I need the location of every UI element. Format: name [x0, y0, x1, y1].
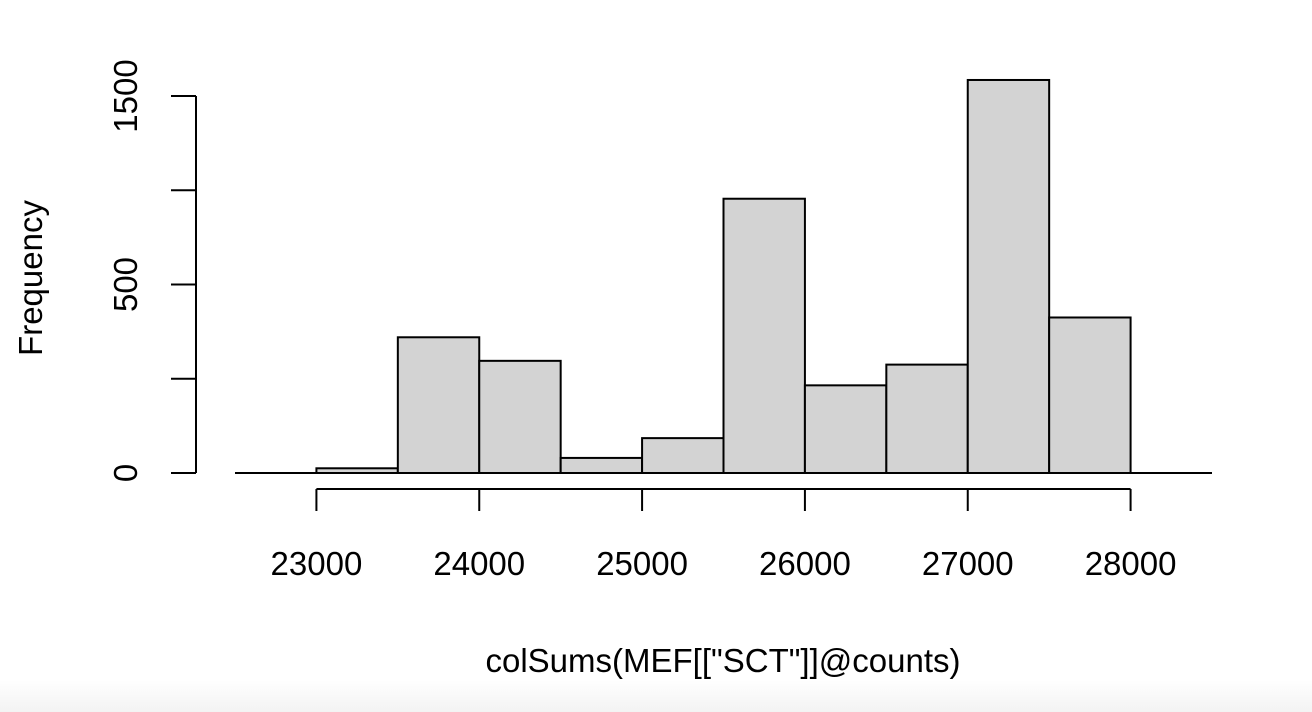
- bottom-gradient-band: [0, 680, 1312, 712]
- histogram-bar-7: [885, 363, 969, 474]
- x-tick-label-4: 27000: [922, 545, 1014, 582]
- y-tick-label-2: 500: [107, 257, 144, 312]
- histogram-bar-9: [1048, 316, 1132, 474]
- histogram-bar-6: [803, 384, 888, 474]
- y-tick-label-0: 0: [107, 464, 144, 482]
- x-tick-label-5: 28000: [1085, 545, 1177, 582]
- x-tick-label-2: 25000: [596, 545, 688, 582]
- histogram-bar-4: [641, 437, 725, 475]
- histogram-bars: [315, 78, 1132, 475]
- x-axis-title: colSums(MEF[["SCT"]]@counts): [485, 642, 960, 679]
- x-tick-label-1: 24000: [433, 545, 525, 582]
- y-axis: 0 500 1500: [107, 59, 197, 482]
- histogram-bar-5: [722, 197, 806, 474]
- x-tick-label-3: 26000: [759, 545, 851, 582]
- histogram-bar-8: [966, 78, 1051, 474]
- y-axis-title: Frequency: [12, 200, 49, 356]
- histogram-bar-2: [478, 359, 562, 474]
- histogram-bar-3: [559, 456, 644, 475]
- histogram-bar-1: [396, 336, 481, 474]
- x-tick-label-0: 23000: [271, 545, 363, 582]
- y-tick-label-4: 1500: [107, 59, 144, 132]
- x-axis: 23000 24000 25000 26000 27000 28000: [271, 488, 1177, 582]
